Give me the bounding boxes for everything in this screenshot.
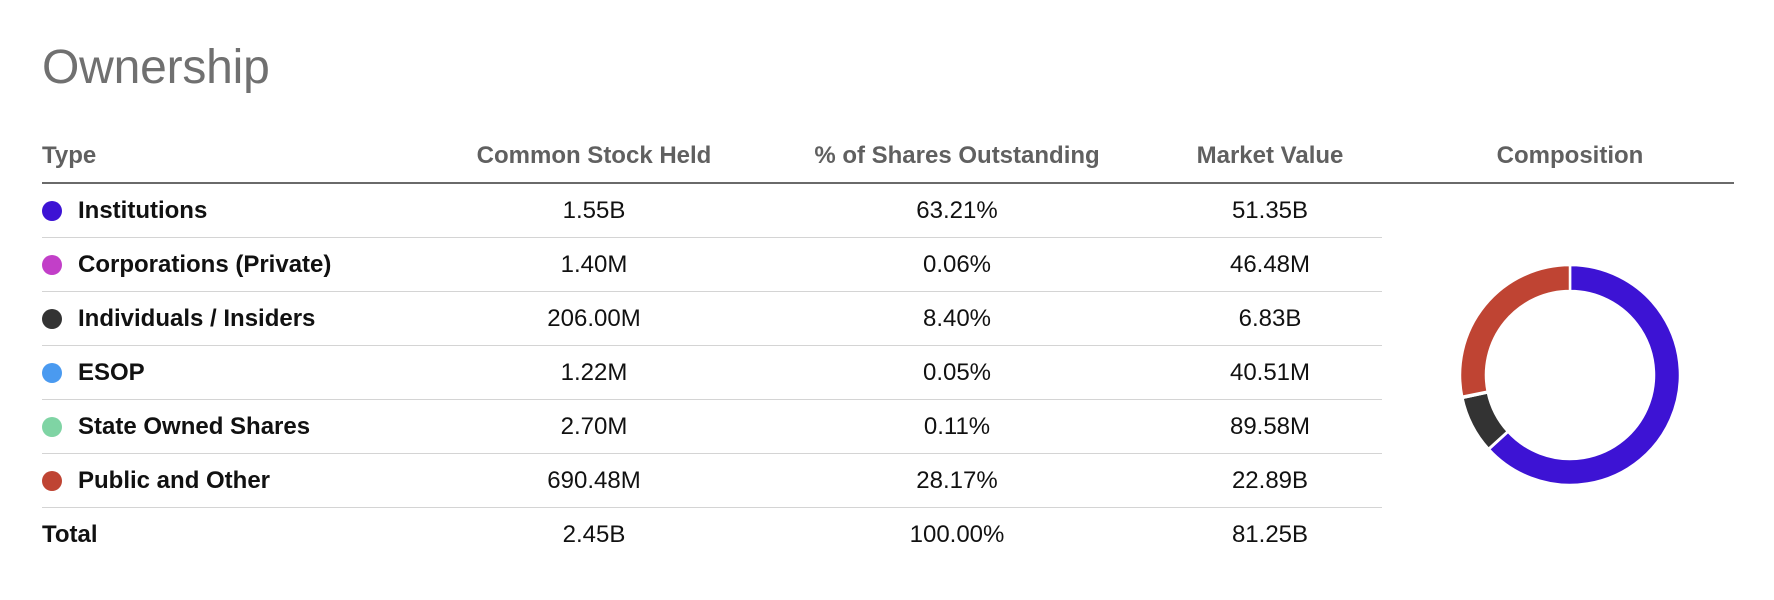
row-held: 690.48M (547, 467, 641, 494)
table-row: State Owned Shares 2.70M 0.11% 89.58M (42, 400, 1382, 454)
total-value: 81.25B (1231, 521, 1309, 548)
row-value: 40.51M (1229, 359, 1311, 386)
row-pct: 8.40% (922, 305, 992, 332)
row-type: Individuals / Insiders (78, 305, 316, 332)
row-held: 1.22M (560, 359, 628, 386)
row-held: 206.00M (547, 305, 641, 332)
header-common-stock-held: Common Stock Held (476, 142, 712, 169)
page-title: Ownership (42, 41, 270, 94)
donut-svg (1458, 263, 1682, 487)
row-pct: 63.21% (916, 197, 998, 224)
header-composition: Composition (1496, 142, 1644, 169)
total-held: 2.45B (562, 521, 626, 548)
total-label: Total (42, 521, 98, 548)
legend-dot (42, 417, 62, 437)
row-value: 22.89B (1231, 467, 1309, 494)
row-type: Public and Other (78, 467, 271, 494)
row-held: 1.55B (562, 197, 626, 224)
row-type: Corporations (Private) (78, 251, 332, 278)
row-pct: 0.11% (923, 413, 991, 440)
header-type: Type (42, 142, 97, 169)
row-pct: 28.17% (916, 467, 998, 494)
row-divider (42, 291, 1382, 292)
legend-dot (42, 255, 62, 275)
row-divider (42, 399, 1382, 400)
row-divider (42, 237, 1382, 238)
header-divider (42, 182, 1734, 184)
total-row: Total 2.45B 100.00% 81.25B (42, 508, 1382, 562)
row-type: ESOP (78, 359, 145, 386)
row-divider (42, 345, 1382, 346)
row-held: 1.40M (560, 251, 628, 278)
row-value: 6.83B (1238, 305, 1302, 332)
header-market-value: Market Value (1196, 142, 1344, 169)
table-row: ESOP 1.22M 0.05% 40.51M (42, 346, 1382, 400)
table-row: Public and Other 690.48M 28.17% 22.89B (42, 454, 1382, 508)
composition-donut-chart (1450, 255, 1690, 495)
donut-slice-institutions (1487, 263, 1682, 487)
row-divider (42, 507, 1382, 508)
table-row: Individuals / Insiders 206.00M 8.40% 6.8… (42, 292, 1382, 346)
legend-dot (42, 309, 62, 329)
legend-dot (42, 201, 62, 221)
row-type: State Owned Shares (78, 413, 311, 440)
total-pct: 100.00% (909, 521, 1005, 548)
row-pct: 0.05% (922, 359, 992, 386)
row-value: 46.48M (1229, 251, 1311, 278)
table-row: Institutions 1.55B 63.21% 51.35B (42, 184, 1382, 238)
row-value: 89.58M (1229, 413, 1311, 440)
header-pct-outstanding: % of Shares Outstanding (814, 142, 1100, 169)
row-value: 51.35B (1231, 197, 1309, 224)
row-type: Institutions (78, 197, 208, 224)
table-row: Corporations (Private) 1.40M 0.06% 46.48… (42, 238, 1382, 292)
row-held: 2.70M (560, 413, 628, 440)
row-divider (42, 453, 1382, 454)
row-pct: 0.06% (922, 251, 992, 278)
donut-slice-public-and-other (1458, 263, 1572, 399)
legend-dot (42, 363, 62, 383)
legend-dot (42, 471, 62, 491)
